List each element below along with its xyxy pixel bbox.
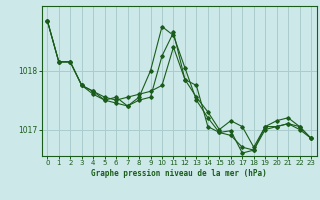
X-axis label: Graphe pression niveau de la mer (hPa): Graphe pression niveau de la mer (hPa) [91, 169, 267, 178]
